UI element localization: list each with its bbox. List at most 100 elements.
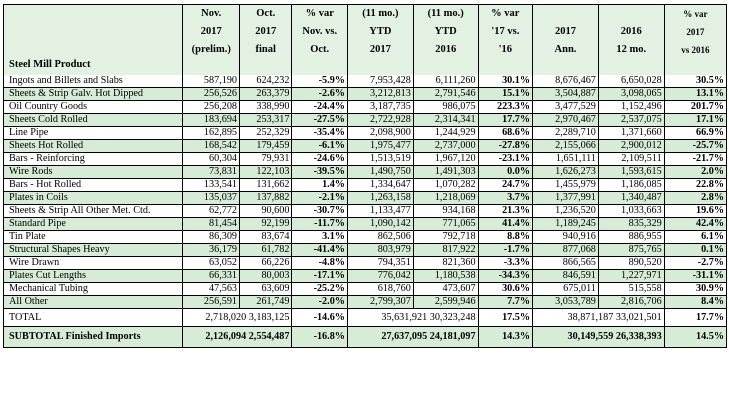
cell-var1: -2.1% bbox=[291, 191, 348, 205]
cell-nov: 63,052 bbox=[182, 256, 241, 270]
cell-nov: 36,179 bbox=[182, 243, 241, 257]
cell-var3: 8.4% bbox=[664, 295, 726, 309]
cell-oct: 263,379 bbox=[239, 87, 293, 101]
cell-ytd17: 1,133,477 bbox=[347, 204, 414, 218]
cell-m12: 835,329 bbox=[598, 217, 665, 231]
total-ytd: 35,631,921 30,323,248 bbox=[347, 308, 479, 327]
cell-var2: 17.7% bbox=[478, 113, 534, 127]
total-ann: 38,871,187 33,021,501 bbox=[532, 308, 665, 327]
cell-var3: 30.5% bbox=[664, 75, 726, 88]
row-product-name: Ingots and Billets and Slabs bbox=[4, 75, 184, 88]
cell-var2: -27.8% bbox=[478, 139, 534, 153]
table-row: Line Pipe 162,895 252,329 -35.4% 2,098,900 1,… bbox=[4, 126, 726, 140]
cell-m12: 6,650,028 bbox=[598, 75, 665, 88]
header-line: 2017 bbox=[686, 27, 705, 37]
cell-oct: 252,329 bbox=[239, 126, 293, 140]
header-var-nov-oct: % var Nov. vs. Oct. bbox=[291, 5, 348, 75]
row-product-name: Plates Cut Lengths bbox=[4, 269, 184, 283]
header-product: Steel Mill Product bbox=[4, 5, 184, 75]
header-oct2017: Oct. 2017 final bbox=[239, 5, 293, 75]
cell-var1: -11.7% bbox=[291, 217, 348, 231]
cell-ytd17: 2,722,928 bbox=[347, 113, 414, 127]
cell-ann: 2,970,467 bbox=[532, 113, 599, 127]
cell-oct: 624,232 bbox=[239, 75, 293, 88]
cell-ann: 2,289,710 bbox=[532, 126, 599, 140]
cell-nov: 47,563 bbox=[182, 282, 241, 296]
row-product-name: Line Pipe bbox=[4, 126, 184, 140]
cell-oct: 261,749 bbox=[239, 295, 293, 309]
cell-m12: 1,186,085 bbox=[598, 178, 665, 192]
cell-oct: 80,003 bbox=[239, 269, 293, 283]
row-product-name: Sheets Cold Rolled bbox=[4, 113, 184, 127]
cell-var1: -39.5% bbox=[291, 165, 348, 179]
cell-var2: 15.1% bbox=[478, 87, 534, 101]
cell-m12: 2,816,706 bbox=[598, 295, 665, 309]
cell-var1: -30.7% bbox=[291, 204, 348, 218]
cell-var2: 3.7% bbox=[478, 191, 534, 205]
table-row: Sheets Cold Rolled 183,694 253,317 -27.5% 2,… bbox=[4, 113, 726, 127]
cell-ytd16: 986,075 bbox=[413, 100, 479, 114]
steel-imports-table: Steel Mill Product Nov. 2017 (prelim.) O… bbox=[4, 5, 726, 347]
header-line: (11 mo.) bbox=[427, 8, 464, 19]
total-var1: -14.6% bbox=[291, 308, 348, 327]
cell-m12: 2,109,511 bbox=[598, 152, 665, 166]
total-name: TOTAL bbox=[4, 308, 184, 327]
cell-m12: 1,227,971 bbox=[598, 269, 665, 283]
cell-ytd17: 3,187,735 bbox=[347, 100, 414, 114]
total-var2: 17.5% bbox=[478, 308, 534, 327]
cell-ytd17: 1,334,647 bbox=[347, 178, 414, 192]
header-line: final bbox=[255, 44, 276, 55]
cell-var3: 6.1% bbox=[664, 230, 726, 244]
cell-var2: 68.6% bbox=[478, 126, 534, 140]
row-product-name: Sheets & Strip All Other Met. Ctd. bbox=[4, 204, 184, 218]
header-line: '16 bbox=[498, 44, 513, 55]
cell-var3: 2.8% bbox=[664, 191, 726, 205]
cell-ann: 1,651,111 bbox=[532, 152, 599, 166]
cell-var1: -6.1% bbox=[291, 139, 348, 153]
cell-var2: -34.3% bbox=[478, 269, 534, 283]
table-row: Mechanical Tubing 47,563 63,609 -25.2% 618,7… bbox=[4, 282, 726, 296]
cell-ann: 1,626,273 bbox=[532, 165, 599, 179]
header-line: Oct. bbox=[310, 44, 330, 55]
cell-var3: -31.1% bbox=[664, 269, 726, 283]
cell-var1: -27.5% bbox=[291, 113, 348, 127]
cell-ann: 675,011 bbox=[532, 282, 599, 296]
cell-var3: -21.7% bbox=[664, 152, 726, 166]
cell-nov: 135,037 bbox=[182, 191, 241, 205]
cell-ytd16: 2,791,546 bbox=[413, 87, 479, 101]
cell-var2: 223.3% bbox=[478, 100, 534, 114]
cell-var1: -41.4% bbox=[291, 243, 348, 257]
table-row: Wire Rods 73,831 122,103 -39.5% 1,490,750 1,4… bbox=[4, 165, 726, 179]
header-ytd2017: (11 mo.) YTD 2017 bbox=[347, 5, 414, 75]
total-row: TOTAL 2,718,020 3,183,125 -14.6% 35,631,921… bbox=[4, 308, 726, 327]
cell-var3: -2.7% bbox=[664, 256, 726, 270]
header-line: '17 vs. bbox=[491, 26, 520, 37]
cell-var2: 41.4% bbox=[478, 217, 534, 231]
row-product-name: Bars - Reinforcing bbox=[4, 152, 184, 166]
row-product-name: Standard Pipe bbox=[4, 217, 184, 231]
cell-oct: 122,103 bbox=[239, 165, 293, 179]
cell-oct: 253,317 bbox=[239, 113, 293, 127]
header-line: Nov. bbox=[201, 8, 222, 19]
cell-ytd16: 1,491,303 bbox=[413, 165, 479, 179]
header-line: YTD bbox=[369, 26, 392, 37]
cell-var2: 7.7% bbox=[478, 295, 534, 309]
cell-nov: 60,304 bbox=[182, 152, 241, 166]
cell-ytd17: 618,760 bbox=[347, 282, 414, 296]
header-line: (prelim.) bbox=[191, 44, 231, 55]
subtotal-ann: 30,149,559 26,338,393 bbox=[532, 326, 665, 347]
cell-var1: -17.1% bbox=[291, 269, 348, 283]
cell-var2: 24.7% bbox=[478, 178, 534, 192]
table-row: Ingots and Billets and Slabs 587,190 624,2… bbox=[4, 75, 726, 88]
cell-var1: -25.2% bbox=[291, 282, 348, 296]
cell-ytd16: 934,168 bbox=[413, 204, 479, 218]
cell-oct: 79,931 bbox=[239, 152, 293, 166]
cell-var3: 17.1% bbox=[664, 113, 726, 127]
cell-ann: 3,053,789 bbox=[532, 295, 599, 309]
header-line bbox=[601, 5, 662, 23]
cell-m12: 890,520 bbox=[598, 256, 665, 270]
cell-ann: 2,155,066 bbox=[532, 139, 599, 153]
table-body: Ingots and Billets and Slabs 587,190 624,2… bbox=[4, 75, 726, 347]
cell-var3: 2.0% bbox=[664, 165, 726, 179]
cell-var2: -3.3% bbox=[478, 256, 534, 270]
